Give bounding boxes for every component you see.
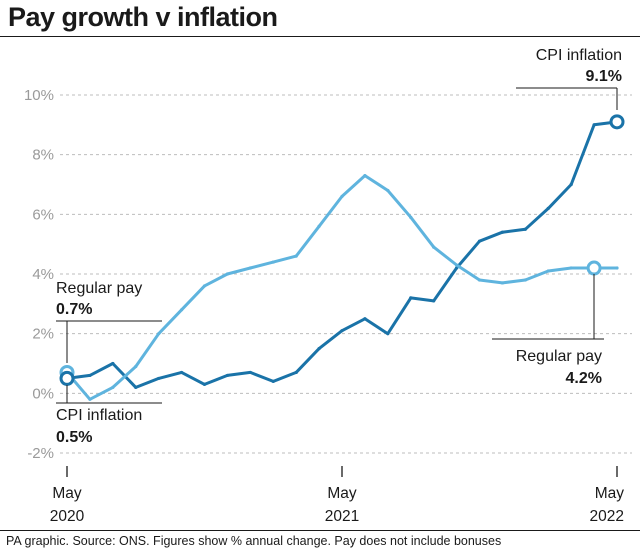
cpi-data-point — [202, 382, 207, 386]
cpi-data-point — [477, 239, 482, 243]
cpi-data-point — [271, 379, 275, 383]
pay-data-point — [202, 284, 207, 288]
series-layer — [59, 114, 625, 401]
x-tick-label-year: 2022 — [590, 508, 624, 525]
pay-data-point — [134, 364, 138, 369]
pay-end-label: Regular pay — [516, 348, 602, 365]
regular-pay-line — [65, 174, 619, 401]
pay-start-label: Regular pay — [56, 280, 142, 297]
pay-data-point — [569, 266, 573, 270]
cpi-data-point — [179, 370, 184, 375]
cpi-data-point — [523, 227, 527, 231]
pay-data-point — [225, 272, 230, 276]
cpi-data-point — [569, 182, 573, 187]
pay-start-value: 0.7% — [56, 301, 92, 318]
footer-divider — [0, 530, 640, 531]
pay-data-point — [157, 332, 161, 336]
cpi-end-value: 9.1% — [586, 68, 622, 85]
cpi-data-point — [225, 373, 230, 378]
cpi-data-point — [340, 329, 344, 333]
x-tick-label-year: 2021 — [325, 508, 359, 525]
grid-layer — [60, 94, 632, 454]
y-tick-label: 0% — [32, 385, 54, 402]
pay-data-point — [294, 254, 298, 258]
y-tick-label: 8% — [32, 147, 54, 164]
pay-data-point — [386, 188, 390, 193]
title-divider — [0, 36, 640, 37]
cpi-start-label: CPI inflation — [56, 407, 142, 424]
pay-data-point — [179, 308, 184, 312]
cpi-data-point — [500, 230, 505, 234]
source-footer: PA graphic. Source: ONS. Figures show % … — [6, 534, 502, 548]
cpi-data-point — [294, 370, 298, 375]
pay-data-point — [454, 263, 459, 267]
pay-data-point — [523, 278, 527, 282]
y-tick-label: -2% — [27, 445, 54, 462]
pay-data-point — [271, 260, 275, 264]
pay-data-point — [615, 266, 619, 270]
axis-layer: -2% 0% 2% 4% 6% 8% 10% May 2020 May 2021 May 2022 — [24, 87, 624, 525]
x-tick-label-month: May — [327, 485, 357, 502]
x-tick-label-month: May — [595, 485, 625, 502]
cpi-data-point — [134, 385, 138, 389]
pay-data-point — [317, 224, 321, 228]
y-tick-label: 6% — [32, 206, 54, 223]
cpi-data-point — [546, 206, 550, 210]
pay-data-point — [111, 385, 115, 389]
cpi-data-point — [432, 299, 436, 303]
x-tick-label-month: May — [52, 485, 82, 502]
x-tick-label-year: 2020 — [50, 508, 85, 525]
pay-end-marker — [586, 260, 602, 276]
cpi-data-point — [88, 373, 92, 378]
cpi-data-point — [248, 370, 252, 375]
cpi-data-point — [317, 346, 321, 351]
cpi-data-point — [363, 317, 367, 321]
cpi-data-point — [157, 376, 161, 381]
chart-title: Pay growth v inflation — [8, 2, 278, 32]
pay-data-point — [432, 245, 436, 249]
cpi-data-point — [386, 332, 390, 336]
cpi-data-point — [409, 296, 413, 300]
cpi-start-value: 0.5% — [56, 429, 92, 446]
y-tick-label: 2% — [32, 326, 54, 343]
cpi-start-marker — [59, 370, 75, 386]
y-tick-label: 10% — [24, 87, 54, 104]
pay-data-point — [340, 194, 344, 199]
cpi-data-point — [592, 123, 596, 127]
pay-data-point — [88, 397, 92, 401]
pay-end-value: 4.2% — [566, 370, 602, 387]
y-tick-label: 4% — [32, 266, 54, 283]
pay-data-point — [500, 281, 505, 285]
line-chart: -2% 0% 2% 4% 6% 8% 10% May 2020 May 2021 May 2022 Re… — [24, 47, 632, 525]
pay-data-point — [409, 215, 413, 219]
cpi-end-marker — [609, 114, 625, 130]
cpi-end-label: CPI inflation — [536, 47, 622, 64]
pay-data-point — [363, 173, 367, 178]
annotation-layer: Regular pay 0.7% CPI inflation 0.5% CPI infl… — [56, 47, 622, 446]
pay-data-point — [477, 278, 482, 282]
pay-data-point — [546, 269, 550, 273]
pay-data-point — [248, 266, 252, 270]
cpi-data-point — [111, 361, 115, 366]
